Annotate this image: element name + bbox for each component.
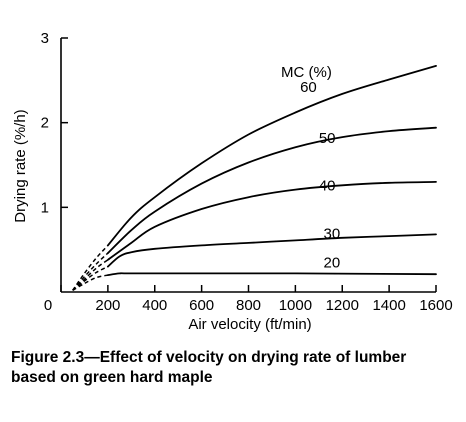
series-30-line [107,233,437,268]
x-tick-label: 1000 [279,297,312,314]
series-50-extrapolated-line [72,252,109,291]
x-tick-label: 1200 [326,297,359,314]
series-30-label: 30 [324,226,341,243]
x-tick-label: 0 [44,297,52,314]
chart-ticks: 0 200 400 600 800 1000 1200 1400 1600 1 2 3 [41,30,453,314]
y-tick-label: 2 [41,115,49,132]
series-50-label: 50 [319,130,336,147]
series-40-extrapolated-line [72,259,109,291]
x-tick-label: 1600 [419,297,452,314]
series-40-line [107,181,437,261]
y-tick-label: 1 [41,199,49,216]
x-axis-title: Air velocity (ft/min) [188,316,311,333]
series-20-label: 20 [324,254,341,271]
x-tick-label: 1400 [372,297,405,314]
legend-title: MC (%) [281,64,332,81]
y-axis-title: Drying rate (%/h) [12,109,29,222]
line-chart: 0 200 400 600 800 1000 1200 1400 1600 1 2 3 60 50 40 3… [12,30,453,333]
series-40-label: 40 [319,177,336,194]
caption-line-2: based on green hard maple [11,369,213,386]
series-60-line [107,65,437,247]
x-tick-label: 200 [95,297,120,314]
y-tick-label: 3 [41,30,49,47]
series-30-extrapolated-line [72,265,109,291]
figure-caption: Figure 2.3—Effect of velocity on drying … [11,348,461,388]
chart-figure: 0 200 400 600 800 1000 1200 1400 1600 1 2 3 60 50 40 3… [12,30,453,333]
x-tick-label: 400 [142,297,167,314]
x-tick-label: 600 [189,297,214,314]
chart-curves [72,65,437,291]
x-tick-label: 800 [236,297,261,314]
series-60-label: 60 [300,79,317,96]
series-20-line [107,272,437,276]
caption-line-1: Figure 2.3—Effect of velocity on drying … [11,349,407,366]
series-60-extrapolated-line [72,244,109,291]
chart-labels: 60 50 40 30 20 [300,79,340,271]
series-50-line [107,126,437,254]
